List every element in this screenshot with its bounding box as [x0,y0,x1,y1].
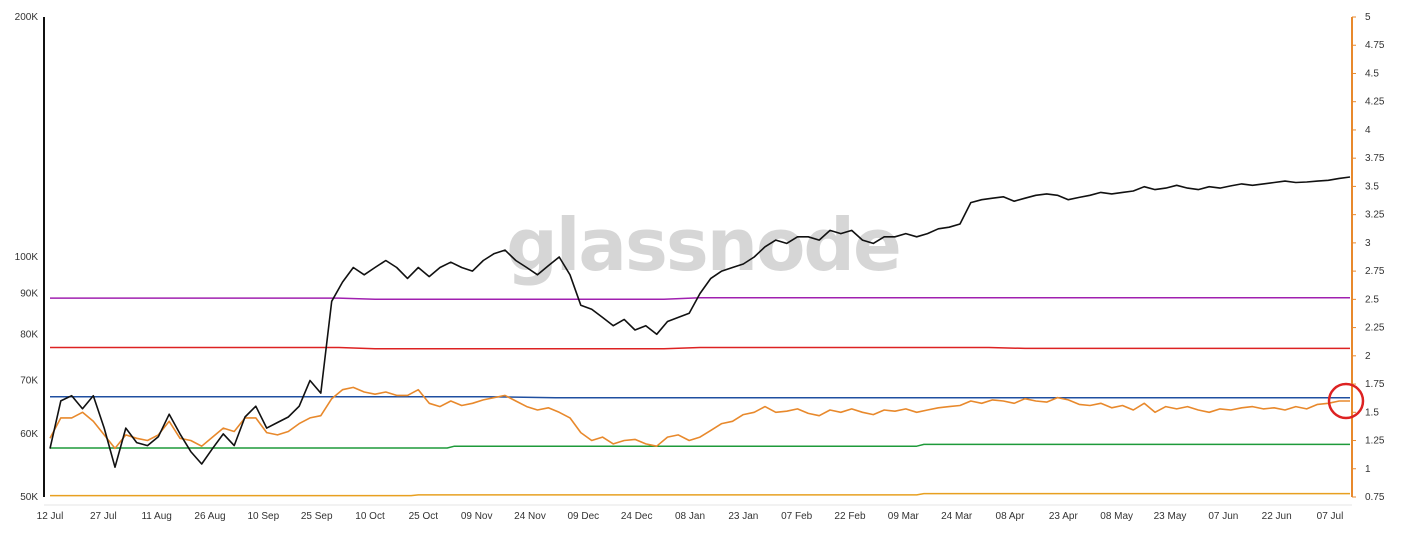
x-tick-label: 25 Oct [409,511,439,522]
axes: 50K 60K 70K 80K 90K 100K 200K 0.75 1 1.25 1.5 1.75 2… [15,12,1385,522]
x-tick-label: 08 May [1100,511,1133,522]
left-tick-label: 80K [20,329,38,340]
right-tick-label: 2.5 [1365,294,1379,305]
left-tick-label: 70K [20,375,38,386]
right-tick-label: 4.25 [1365,97,1385,108]
x-tick-label: 11 Aug [141,511,171,522]
left-tick-label: 50K [20,492,38,503]
right-tick-label: 3.25 [1365,210,1385,221]
x-tick-label: 22 Jun [1262,511,1292,522]
x-tick-label: 24 Nov [514,511,546,522]
x-tick-label: 24 Mar [941,511,973,522]
series-line-price [49,176,1351,469]
series-line-blue [50,395,1350,399]
x-tick-label: 10 Sep [247,511,279,522]
left-tick-label: 200K [15,12,39,23]
annotations [1327,382,1365,420]
right-tick-label: 4 [1365,125,1371,136]
x-tick-label: 07 Feb [781,511,813,522]
right-tick-label: 5 [1365,12,1371,23]
right-tick-label: 1 [1365,464,1371,475]
x-tick-label: 23 May [1154,511,1187,522]
right-tick-label: 0.75 [1365,492,1385,503]
x-tick-label: 23 Apr [1049,511,1079,522]
right-tick-label: 3.75 [1365,153,1385,164]
x-tick-label: 27 Jul [90,511,117,522]
right-tick-label: 2 [1365,351,1371,362]
series-line-red [50,346,1350,350]
watermark-text: glassnode [506,203,900,287]
x-tick-label: 25 Sep [301,511,333,522]
x-tick-label: 09 Nov [461,511,493,522]
x-tick-label: 07 Jun [1208,511,1238,522]
x-tick-label: 07 Jul [1317,511,1344,522]
x-tick-label: 23 Jan [728,511,758,522]
x-tick-label: 09 Dec [567,511,599,522]
x-tick-label: 10 Oct [355,511,385,522]
right-tick-label: 1.75 [1365,379,1385,390]
right-tick-label: 2.75 [1365,266,1385,277]
x-tick-label: 12 Jul [37,511,64,522]
right-tick-label: 3 [1365,238,1371,249]
series-lines [49,176,1351,497]
series-line-ratio [49,386,1350,450]
right-tick-label: 1.25 [1365,436,1385,447]
right-tick-label: 2.25 [1365,323,1385,334]
series-line-green [50,443,1350,449]
x-tick-label: 22 Feb [834,511,866,522]
left-tick-label: 90K [20,288,38,299]
x-tick-label: 24 Dec [621,511,653,522]
series-line-purple [50,296,1350,301]
right-tick-label: 1.5 [1365,407,1379,418]
watermark: glassnode [506,203,902,287]
right-tick-label: 3.5 [1365,181,1379,192]
left-tick-label: 100K [15,252,39,263]
series-line-gold [50,492,1350,497]
x-tick-label: 08 Apr [996,511,1026,522]
right-tick-label: 4.75 [1365,40,1385,51]
x-tick-label: 09 Mar [888,511,920,522]
highlight-circle [1327,382,1365,420]
right-tick-label: 4.5 [1365,68,1379,79]
x-tick-label: 08 Jan [675,511,705,522]
x-tick-label: 26 Aug [194,511,225,522]
left-tick-label: 60K [20,429,38,440]
